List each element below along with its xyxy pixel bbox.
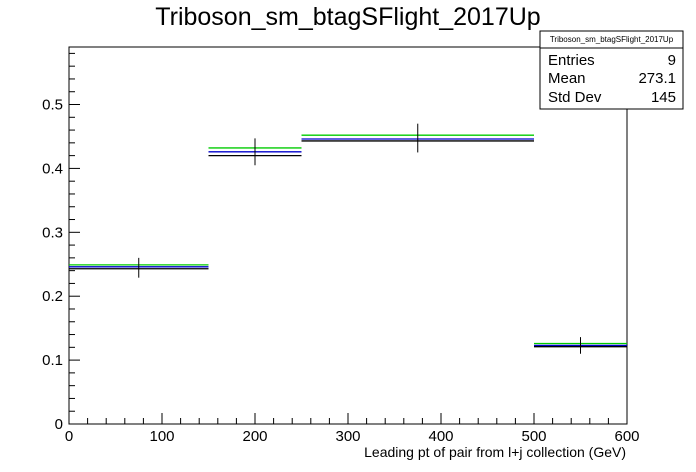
- stats-box-frame: [539, 30, 684, 110]
- x-tick-label: 100: [149, 428, 174, 445]
- series-layer: [69, 134, 627, 348]
- x-tick-label: 500: [521, 428, 546, 445]
- stats-stddev-value: 145: [651, 89, 676, 106]
- x-tick-label: 0: [65, 428, 73, 445]
- y-tick-label: 0.2: [42, 288, 63, 305]
- stats-entries-value: 9: [668, 52, 676, 69]
- series-green: [69, 134, 627, 345]
- stats-mean-label: Mean: [548, 70, 586, 87]
- stats-box-title: Triboson_sm_btagSFlight_2017Up: [550, 35, 674, 44]
- chart-title: Triboson_sm_btagSFlight_2017Up: [155, 3, 540, 31]
- series-blue: [69, 138, 627, 347]
- series-black: [69, 140, 627, 348]
- x-tick-label: 200: [242, 428, 267, 445]
- x-tick-label: 600: [614, 428, 639, 445]
- y-axis: 0 0.1 0.2 0.3 0.4 0.5: [42, 52, 80, 433]
- x-tick-label: 300: [335, 428, 360, 445]
- y-tick-label: 0.4: [42, 160, 63, 177]
- y-tick-label: 0.5: [42, 97, 63, 114]
- stats-mean-value: 273.1: [638, 70, 676, 87]
- y-tick-label: 0.3: [42, 224, 63, 241]
- stats-stddev-label: Std Dev: [548, 89, 602, 106]
- x-axis: 0 100 200 300 400 500 600: [65, 413, 640, 445]
- stats-box: Triboson_sm_btagSFlight_2017Up Entries 9…: [539, 30, 684, 110]
- error-bars: [138, 123, 581, 354]
- y-tick-label: 0: [55, 416, 63, 433]
- y-tick-label: 0.1: [42, 352, 63, 369]
- stats-entries-label: Entries: [548, 52, 595, 69]
- x-axis-label: Leading pt of pair from l+j collection (…: [364, 444, 626, 460]
- x-tick-label: 400: [428, 428, 453, 445]
